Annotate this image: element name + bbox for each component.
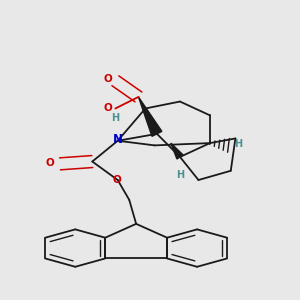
Text: H: H bbox=[235, 140, 243, 149]
Text: O: O bbox=[46, 158, 54, 168]
Polygon shape bbox=[139, 97, 162, 136]
Polygon shape bbox=[171, 143, 183, 159]
Text: O: O bbox=[103, 103, 112, 113]
Text: H: H bbox=[176, 170, 184, 180]
Text: O: O bbox=[103, 74, 112, 84]
Text: H: H bbox=[111, 113, 119, 123]
Text: N: N bbox=[113, 133, 123, 146]
Text: O: O bbox=[113, 175, 122, 184]
